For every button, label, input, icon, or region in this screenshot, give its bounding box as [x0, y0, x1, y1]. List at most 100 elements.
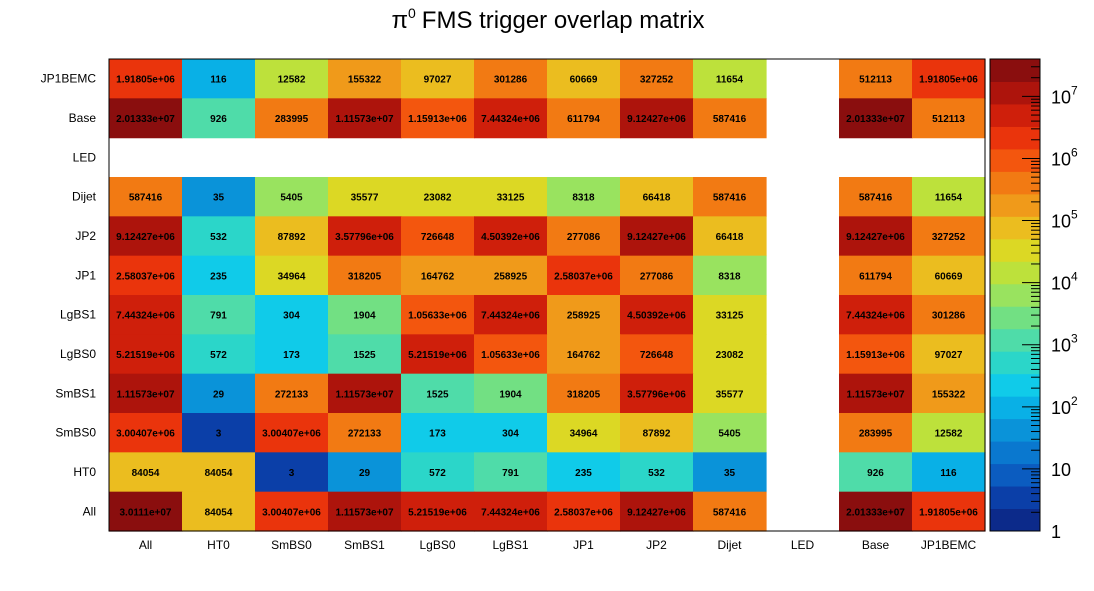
y-axis-tick-labels: All HT0 SmBS0 SmBS1 LgBS0 LgBS1 JP1 JP2 Dijet LED…: [41, 72, 97, 519]
heatmap-cell: [839, 491, 913, 532]
heatmap-cell: [255, 373, 329, 414]
cell-value-label: 155322: [932, 389, 966, 400]
cell-value-label: 611794: [859, 271, 892, 282]
cell-value-label: 3.57796e+06: [627, 389, 686, 400]
colorbar-segment: [990, 486, 1040, 510]
heatmap-cell: [620, 59, 694, 99]
cell-value-label: 7.44324e+06: [846, 311, 905, 322]
cell-value-label: 532: [210, 232, 227, 243]
cell-value-label: 7.44324e+06: [481, 311, 540, 322]
cell-value-label: 11654: [716, 75, 744, 86]
cell-value-label: 587416: [859, 193, 893, 204]
colorbar-segment: [990, 193, 1040, 217]
colorbar-tick-base: 1: [1051, 522, 1061, 542]
cell-value-label: 9.12427e+06: [846, 232, 905, 243]
heatmap-cell: [182, 373, 256, 414]
heatmap-cell: [912, 334, 986, 375]
heatmap-cell: [328, 255, 402, 296]
heatmap-cell: [401, 177, 475, 217]
colorbar-tick-base: 10: [1051, 274, 1071, 294]
cell-value-label: 97027: [935, 350, 963, 361]
heatmap-cells: [109, 59, 986, 532]
cell-value-label: 277086: [640, 271, 674, 282]
heatmap-cell: [255, 452, 329, 493]
colorbar-tick-marks: [1022, 58, 1040, 532]
colorbar-tick-base: 10: [1051, 149, 1071, 169]
cell-value-label: 9.12427e+06: [627, 114, 686, 125]
heatmap-cell: [839, 452, 913, 493]
heatmap-cell: [620, 216, 694, 257]
cell-value-label: 277086: [567, 232, 601, 243]
cell-value-label: 318205: [348, 271, 382, 282]
heatmap-cell: [620, 452, 694, 493]
cell-value-label: 532: [648, 468, 665, 479]
cell-value-label: 164762: [421, 271, 455, 282]
colorbar-tick-label: 10: [1051, 460, 1071, 480]
cell-value-label: 164762: [567, 350, 601, 361]
heatmap-cell: [255, 295, 329, 335]
heatmap-cell: [620, 373, 694, 414]
x-tick-label: SmBS1: [344, 538, 385, 552]
heatmap-cell: [693, 491, 767, 532]
cell-value-label: 5405: [280, 193, 303, 204]
heatmap-cell: [182, 295, 256, 335]
heatmap-cell: [328, 452, 402, 493]
y-tick-label: Dijet: [72, 190, 97, 204]
heatmap-cell: [328, 177, 402, 217]
colorbar-segment: [990, 418, 1040, 442]
heatmap-cell: [912, 295, 986, 335]
colorbar-segment: [990, 81, 1040, 105]
cell-value-label: 587416: [713, 193, 747, 204]
cell-value-label: 318205: [567, 389, 601, 400]
cell-value-label: 304: [283, 311, 300, 322]
colorbar-segment: [990, 508, 1040, 532]
cell-value-label: 1525: [353, 350, 376, 361]
heatmap-cell: [328, 413, 402, 453]
cell-value-label: 33125: [716, 311, 744, 322]
heatmap-cell: [693, 413, 767, 453]
cell-value-label: 5.21519e+06: [408, 350, 467, 361]
colorbar: [989, 58, 1041, 532]
heatmap-cell: [912, 452, 986, 493]
y-tick-label: SmBS1: [55, 386, 96, 400]
heatmap-cell: [109, 255, 183, 296]
heatmap-cell: [401, 59, 475, 99]
cell-value-label: 4.50392e+06: [481, 232, 540, 243]
heatmap-cell: [401, 491, 475, 532]
heatmap-cell: [401, 255, 475, 296]
cell-value-label: 84054: [205, 507, 233, 518]
cell-value-label: 3.00407e+06: [116, 429, 175, 440]
colorbar-tick-exponent: 5: [1071, 208, 1078, 222]
cell-value-label: 283995: [275, 114, 309, 125]
colorbar-tick-label: 104: [1051, 270, 1078, 294]
cell-value-label: 304: [502, 429, 519, 440]
heatmap-cell: [182, 452, 256, 493]
cell-value-label: 1.11573e+07: [335, 507, 394, 518]
cell-value-label: 66418: [716, 232, 744, 243]
cell-value-label: 23082: [716, 350, 744, 361]
heatmap-cell: [255, 59, 329, 99]
cell-value-label: 116: [210, 75, 227, 86]
heatmap-cell: [328, 98, 402, 139]
y-tick-label: LED: [73, 150, 97, 164]
heatmap-cell: [182, 59, 256, 99]
cell-value-label: 2.01333e+07: [846, 114, 905, 125]
x-tick-label: Dijet: [717, 538, 742, 552]
heatmap-cell: [547, 98, 621, 139]
cell-value-label: 60669: [570, 75, 598, 86]
heatmap-cell: [839, 334, 913, 375]
cell-value-label: 97027: [424, 75, 452, 86]
x-tick-label: HT0: [207, 538, 230, 552]
heatmap-cell: [912, 216, 986, 257]
x-tick-label: All: [139, 538, 152, 552]
cell-value-label: 1.91805e+06: [919, 507, 978, 518]
cell-value-label: 926: [867, 468, 884, 479]
heatmap-cell: [912, 177, 986, 217]
colorbar-tick-label: 105: [1051, 208, 1078, 232]
heatmap-cell: [620, 295, 694, 335]
heatmap-cell: [693, 452, 767, 493]
colorbar-segment: [990, 59, 1040, 82]
colorbar-segment: [990, 373, 1040, 397]
heatmap-cell: [182, 413, 256, 453]
cell-value-label: 1.11573e+07: [116, 389, 175, 400]
